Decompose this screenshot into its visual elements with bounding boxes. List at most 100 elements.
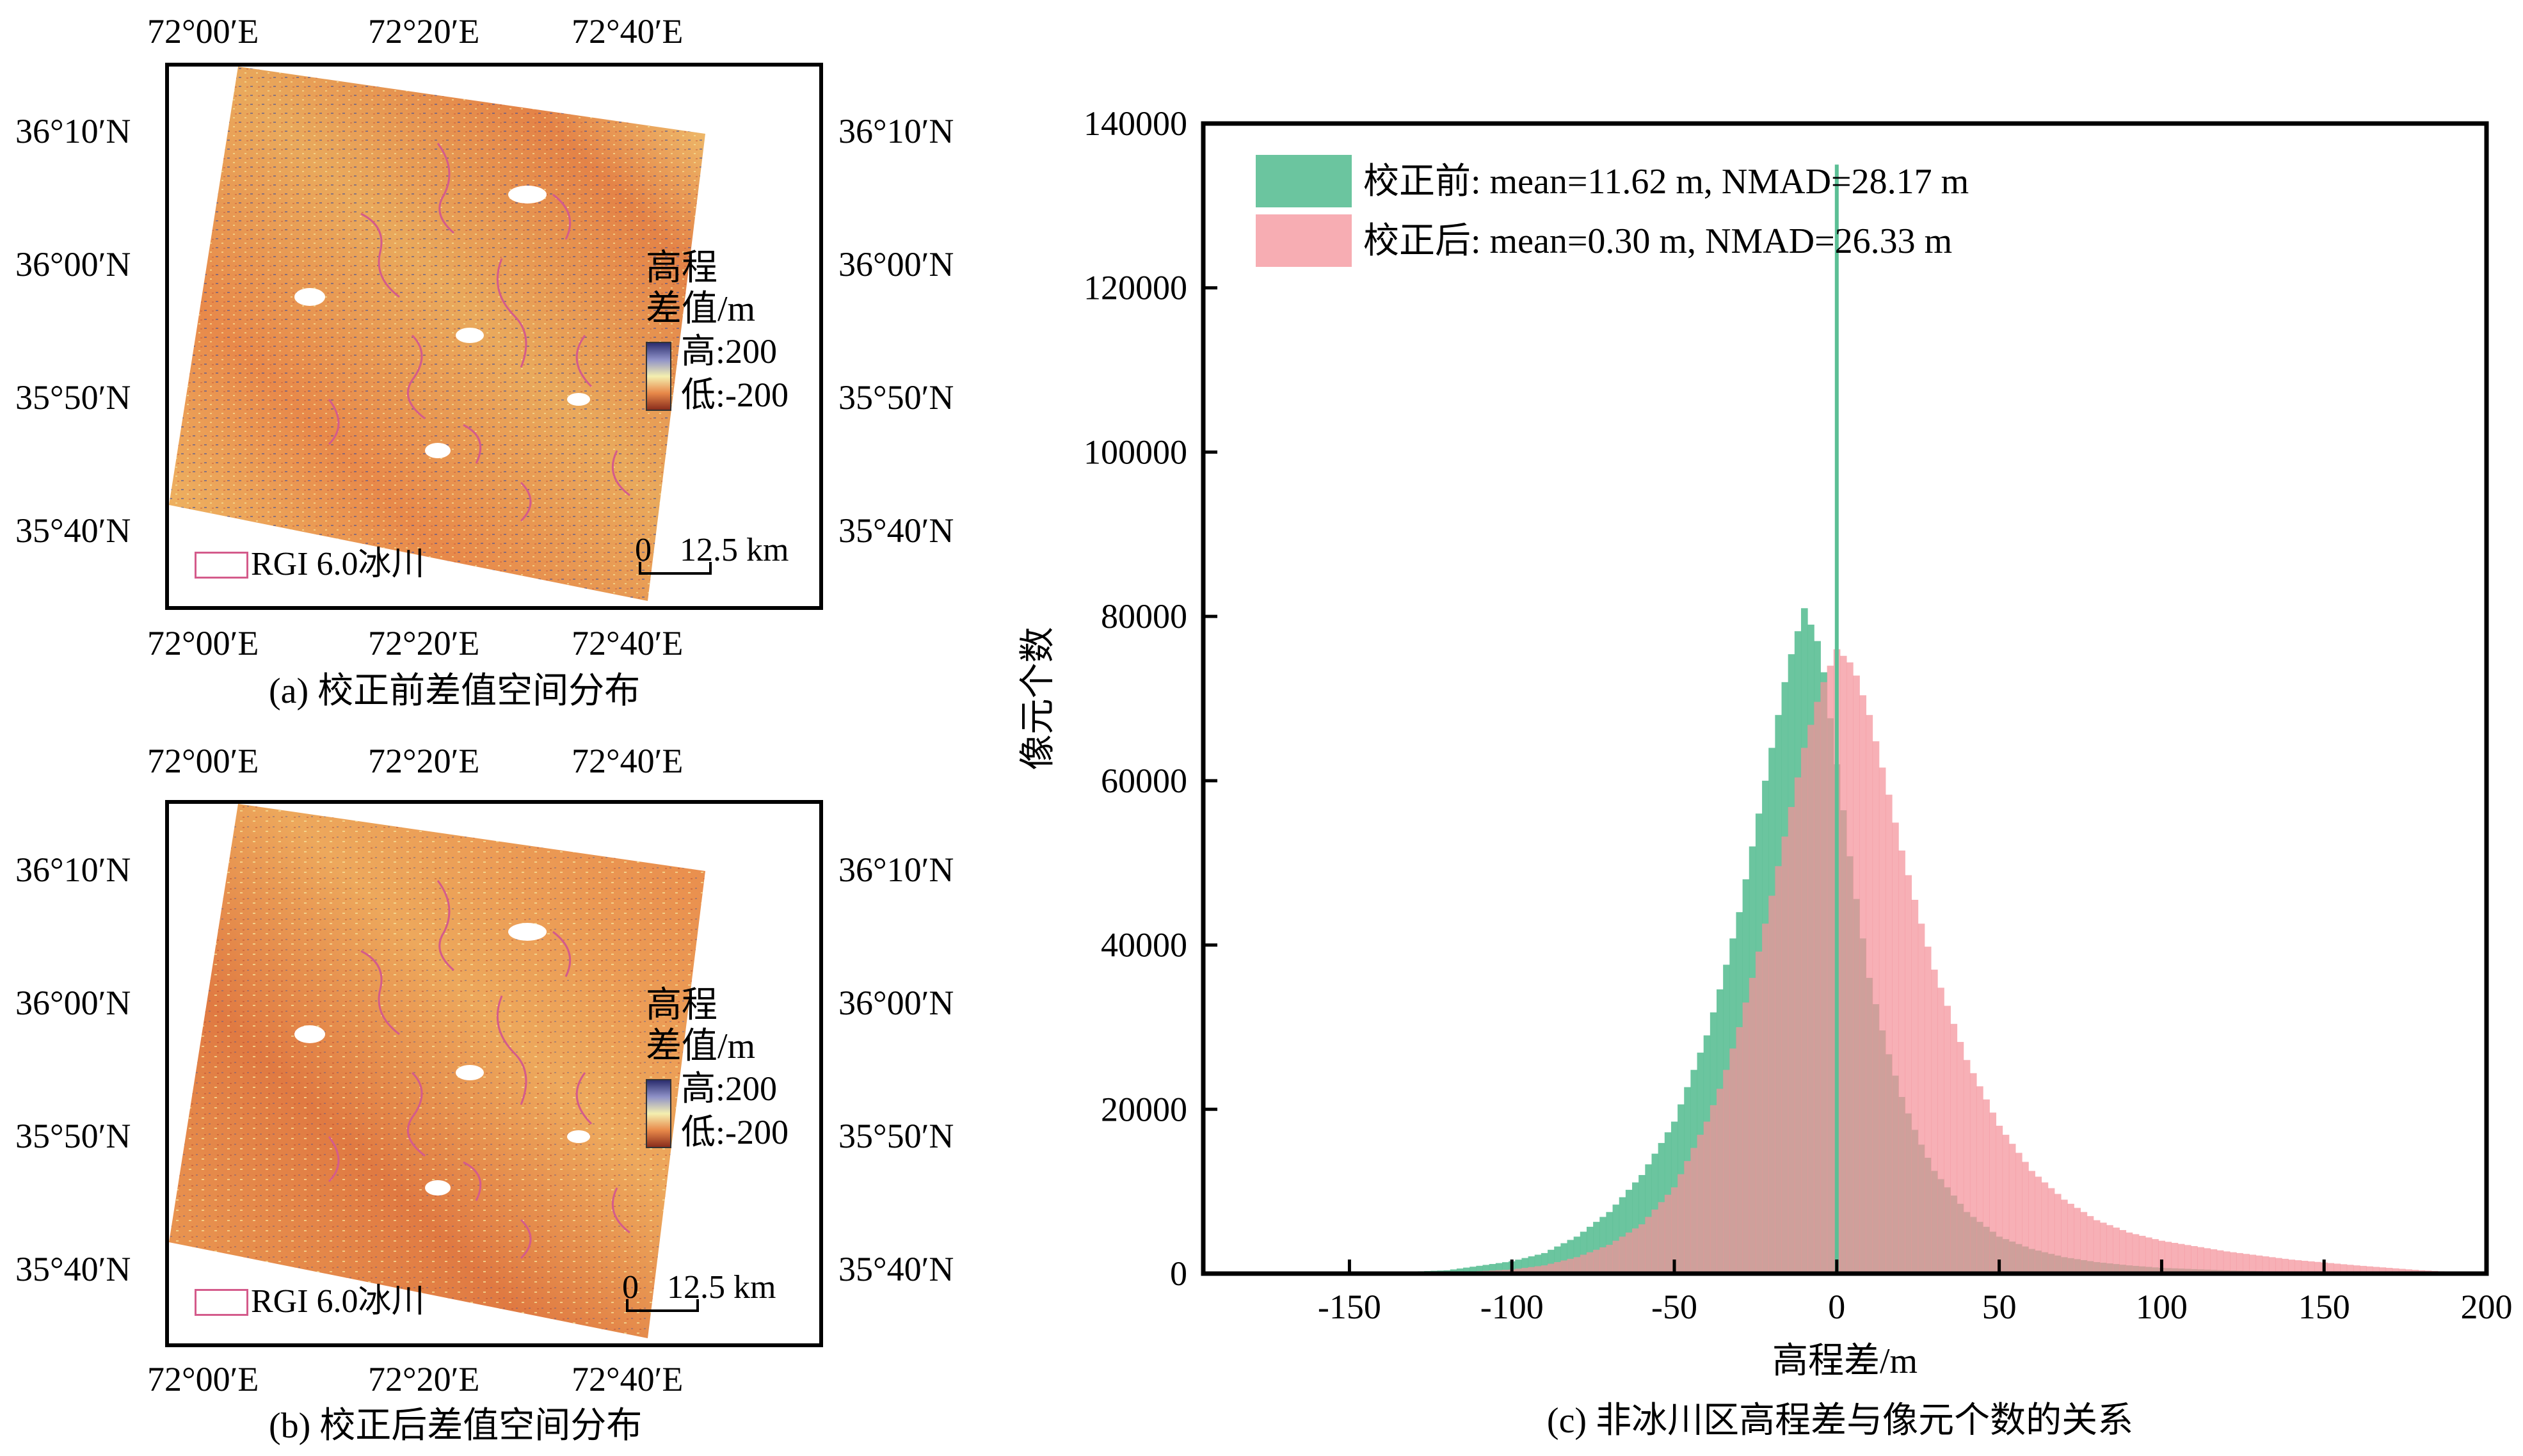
bar-before (1482, 1265, 1490, 1274)
bar-after (2301, 1260, 2309, 1274)
bar-after (2106, 1225, 2113, 1274)
colorbar-low-label: 低:-200 (681, 1113, 789, 1151)
bar-after (1788, 806, 1795, 1274)
dem-texture (169, 804, 705, 1338)
glacier-outlines (328, 143, 630, 522)
lat-label-left: 36°10′N (15, 112, 131, 150)
lon-label-bottom: 72°20′E (368, 624, 480, 662)
bar-after (2307, 1261, 2315, 1274)
bar-after (2197, 1247, 2204, 1274)
lon-label-top: 72°00′E (147, 742, 259, 780)
bar-after (1606, 1245, 1614, 1274)
bar-after (1755, 951, 1763, 1274)
plot-frame (1201, 121, 2489, 1276)
bar-after (1528, 1267, 1535, 1274)
bar-after (1872, 741, 1880, 1274)
bar-after (1554, 1262, 1561, 1274)
bar-after (1892, 822, 1899, 1274)
bar-after (1638, 1224, 1646, 1274)
bar-after (2230, 1252, 2237, 1274)
bar-after (1768, 895, 1775, 1274)
bar-before (1521, 1258, 1529, 1274)
bar-after (1684, 1161, 1691, 1274)
bar-after (1814, 701, 1821, 1274)
colorbar-high-label: 高:200 (681, 332, 778, 371)
bar-after (1976, 1086, 1983, 1274)
bar-after (2093, 1220, 2101, 1274)
scale-bar-end: 12.5 km (680, 532, 789, 568)
bar-after (2236, 1252, 2243, 1274)
lon-label-bottom: 72°40′E (572, 624, 684, 662)
bar-after (1859, 695, 1866, 1274)
bar-after (2216, 1250, 2224, 1274)
lat-label-left: 36°00′N (15, 245, 131, 284)
bar-after (1632, 1228, 1639, 1274)
bar-after (1924, 947, 1932, 1274)
bar-after (1548, 1263, 1555, 1274)
panel-a-caption: (a) 校正前差值空间分布 (269, 671, 641, 711)
bar-after (2022, 1162, 2029, 1274)
bar-after (2204, 1248, 2211, 1274)
lon-label-bottom: 72°20′E (368, 1360, 480, 1398)
legend-swatch-before (1256, 155, 1352, 207)
bar-after (1599, 1247, 1606, 1274)
bar-after (2243, 1254, 2250, 1274)
bar-after (1950, 1023, 1958, 1274)
bar-after (1593, 1249, 1600, 1274)
colorbar-title-line1: 高程 (646, 248, 717, 288)
bar-before (1599, 1217, 1606, 1274)
spike-bar (1834, 164, 1839, 1274)
bar-after (1515, 1268, 1522, 1274)
bar-after (2047, 1188, 2055, 1274)
bar-after (1541, 1265, 1548, 1274)
bar-after (2373, 1267, 2380, 1274)
bar-after (2152, 1239, 2159, 1274)
bar-after (1866, 715, 1873, 1274)
colorbar-low-label: 低:-200 (681, 376, 789, 414)
bar-after (1989, 1112, 1997, 1274)
bar-before (1548, 1249, 1555, 1274)
bar-after (2385, 1268, 2393, 1274)
lon-label-top: 72°40′E (572, 742, 684, 780)
bar-after (1567, 1258, 1574, 1274)
bar-after (2165, 1242, 2172, 1274)
lat-label-left: 35°40′N (15, 1250, 131, 1288)
lat-label-right: 36°00′N (838, 245, 954, 284)
glacier-legend-swatch (195, 552, 248, 579)
bar-before (1528, 1256, 1535, 1274)
bar-before (1554, 1246, 1561, 1274)
bar-before (1593, 1222, 1600, 1274)
bar-after (2035, 1176, 2042, 1274)
bar-after (2119, 1229, 2127, 1274)
bar-after (2314, 1261, 2321, 1274)
bar-after (1619, 1236, 1626, 1274)
bar-after (1853, 675, 1860, 1274)
y-tick-label: 100000 (1084, 433, 1187, 471)
lon-label-bottom: 72°00′E (147, 624, 259, 662)
bar-after (1658, 1202, 1665, 1274)
bar-after (2099, 1222, 2107, 1274)
bar-after (1794, 777, 1802, 1274)
colorbar-title-line2: 差值/m (646, 1027, 756, 1066)
bar-after (1963, 1060, 1971, 1274)
bar-after (2191, 1246, 2198, 1274)
bar-after (2074, 1208, 2081, 1274)
bar-after (1944, 1005, 1951, 1274)
bar-before (1489, 1263, 1496, 1274)
bar-after (1586, 1252, 1594, 1274)
scale-bar-tick (626, 1299, 629, 1312)
bar-after (2268, 1257, 2276, 1274)
lon-label-bottom: 72°00′E (147, 1360, 259, 1398)
glacier-legend-swatch (195, 1289, 248, 1316)
bar-before (1515, 1260, 1522, 1274)
bar-after (2086, 1216, 2094, 1274)
lat-label-right: 35°50′N (838, 1117, 954, 1155)
lat-label-left: 36°10′N (15, 851, 131, 889)
bar-after (1580, 1254, 1587, 1274)
bar-after (2061, 1199, 2068, 1274)
bar-before (1470, 1267, 1477, 1274)
x-tick-label: -100 (1480, 1288, 1544, 1326)
bar-after (1690, 1148, 1698, 1274)
lat-label-left: 35°50′N (15, 1117, 131, 1155)
